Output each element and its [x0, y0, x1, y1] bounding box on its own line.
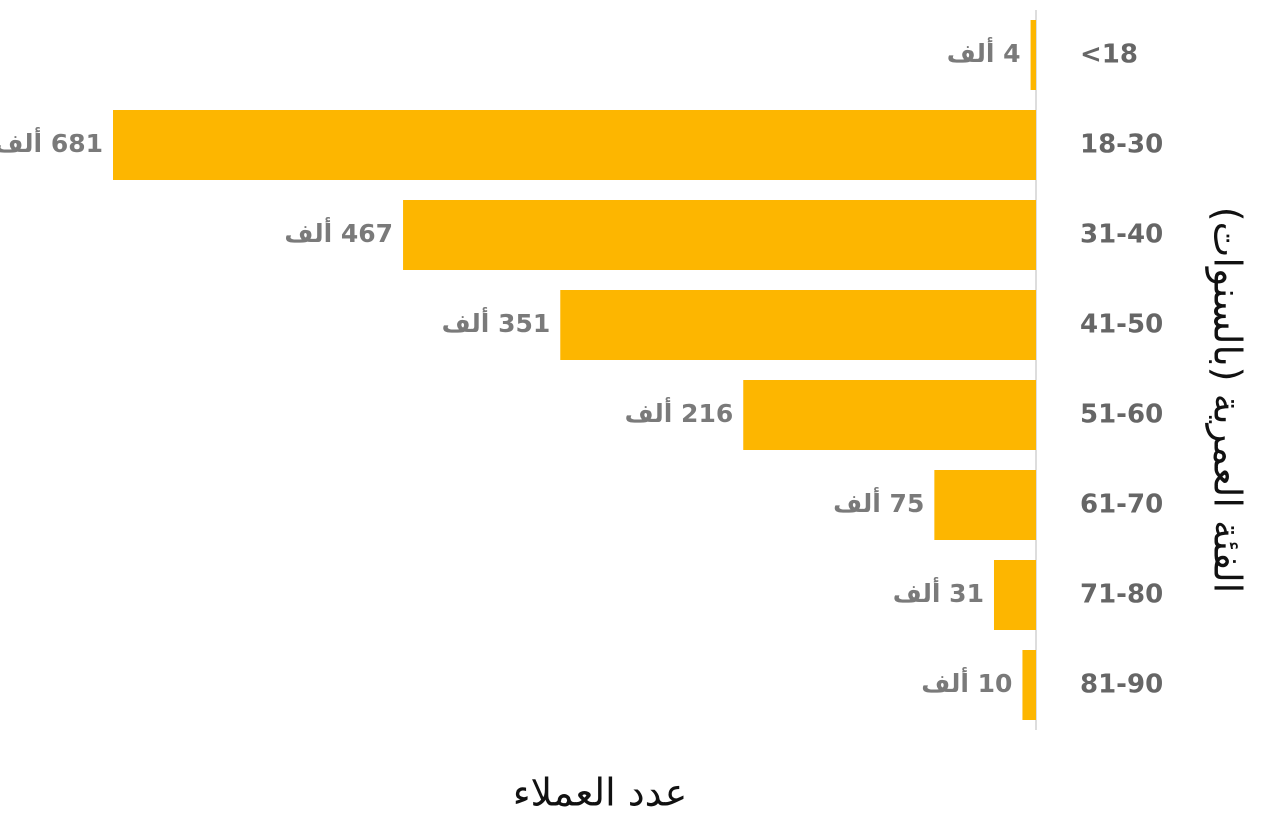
x-axis-title: عدد العملاء [513, 771, 688, 814]
bar [934, 470, 1036, 540]
value-label: 4 ألف [947, 37, 1021, 68]
bar [1022, 650, 1036, 720]
value-label: 31 ألف [893, 577, 984, 608]
value-label: 75 ألف [833, 487, 924, 518]
value-label: 681 ألف [0, 127, 103, 158]
bar [743, 380, 1036, 450]
y-axis-title: الفئة العمرية (بالسنوات) [1205, 207, 1250, 593]
value-label: 351 ألف [442, 307, 551, 338]
category-label: 18-30 [1080, 130, 1163, 160]
value-label: 467 ألف [284, 217, 393, 248]
bar [1030, 20, 1036, 90]
value-label: 216 ألف [625, 397, 734, 428]
bar [403, 200, 1036, 270]
value-label: 10 ألف [921, 667, 1012, 698]
category-label: 71-80 [1080, 580, 1163, 610]
category-label: <18 [1080, 40, 1138, 70]
bar [560, 290, 1036, 360]
category-label: 81-90 [1080, 670, 1163, 700]
category-label: 31-40 [1080, 220, 1163, 250]
bar [993, 560, 1036, 630]
bar [113, 110, 1036, 180]
category-label: 61-70 [1080, 490, 1163, 520]
category-label: 41-50 [1080, 310, 1163, 340]
category-label: 51-60 [1080, 400, 1163, 430]
